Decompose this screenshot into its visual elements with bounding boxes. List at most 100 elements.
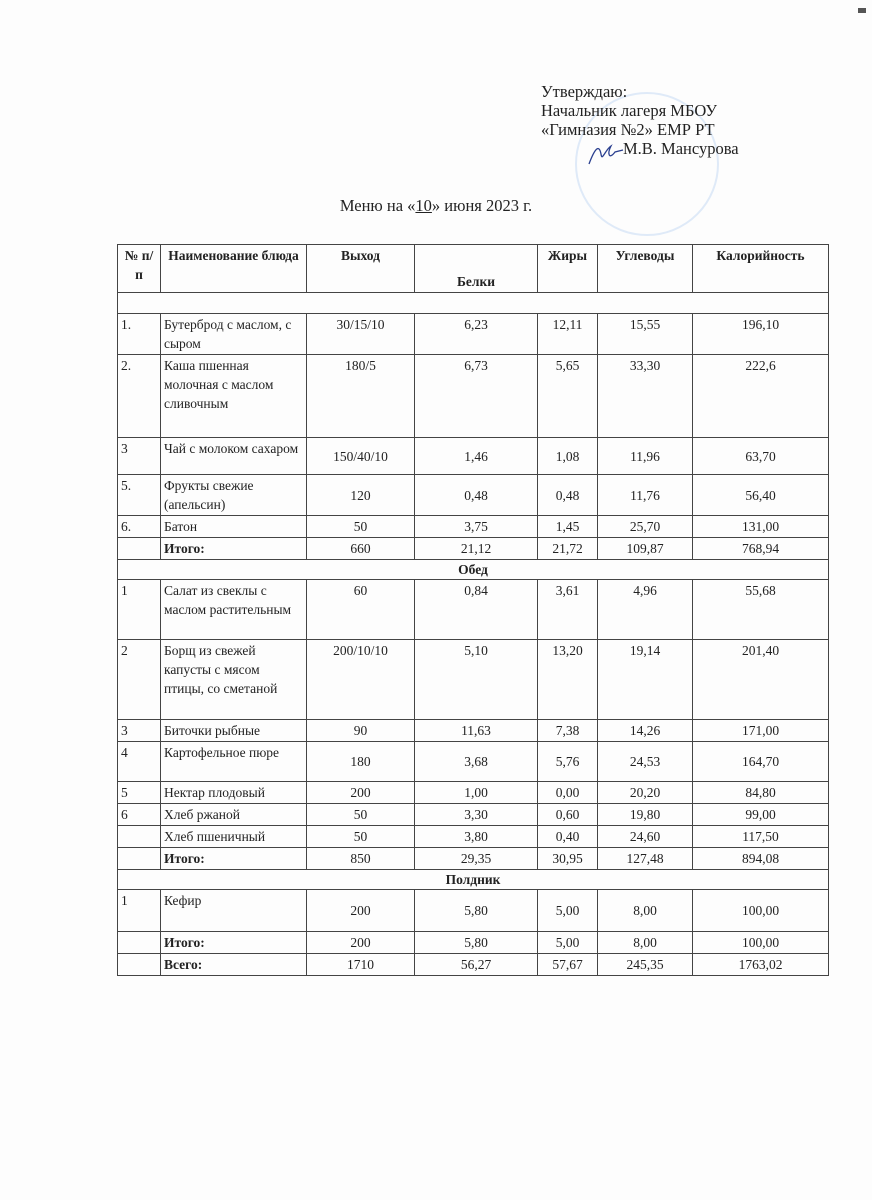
table-row: 3 Чай с молоком сахаром 150/40/10 1,46 1,08 1… bbox=[117, 437, 829, 475]
calories: 222,6 bbox=[692, 354, 829, 438]
carbs: 4,96 bbox=[597, 579, 693, 640]
row-number: 3 bbox=[117, 719, 161, 742]
menu-table: № п/п Наименование блюда Выход Белки Жир… bbox=[117, 244, 829, 976]
carbs: 8,00 bbox=[597, 931, 693, 954]
row-number: 6 bbox=[117, 803, 161, 826]
yield: 180/5 bbox=[306, 354, 415, 438]
row-number: 3 bbox=[117, 437, 161, 475]
proteins: 0,48 bbox=[414, 474, 538, 516]
dish-name: Итого: bbox=[160, 537, 307, 560]
dish-name: Картофельное пюре bbox=[160, 741, 307, 782]
yield: 60 bbox=[306, 579, 415, 640]
carbs: 20,20 bbox=[597, 781, 693, 804]
dish-name: Биточки рыбные bbox=[160, 719, 307, 742]
carbs: 19,14 bbox=[597, 639, 693, 720]
yield: 30/15/10 bbox=[306, 313, 415, 355]
scan-mark bbox=[858, 8, 866, 13]
row-number: 6. bbox=[117, 515, 161, 538]
calories: 1763,02 bbox=[692, 953, 829, 976]
fats: 1,45 bbox=[537, 515, 598, 538]
fats: 12,11 bbox=[537, 313, 598, 355]
fats: 7,38 bbox=[537, 719, 598, 742]
fats: 0,60 bbox=[537, 803, 598, 826]
row-number bbox=[117, 847, 161, 870]
yield: 50 bbox=[306, 825, 415, 848]
calories: 63,70 bbox=[692, 437, 829, 475]
title-suffix: » июня 2023 г. bbox=[431, 196, 533, 215]
row-number: 5 bbox=[117, 781, 161, 804]
proteins: 5,80 bbox=[414, 931, 538, 954]
blank-row bbox=[117, 292, 829, 314]
proteins: 5,10 bbox=[414, 639, 538, 720]
approval-organization: «Гимназия №2» ЕМР РТ bbox=[541, 120, 715, 139]
header-proteins: Белки bbox=[414, 244, 538, 293]
approval-block: Утверждаю: Начальник лагеря МБОУ «Гимназ… bbox=[541, 82, 739, 158]
row-number bbox=[117, 953, 161, 976]
yield: 200 bbox=[306, 781, 415, 804]
calories: 171,00 bbox=[692, 719, 829, 742]
dish-name: Хлеб ржаной bbox=[160, 803, 307, 826]
carbs: 245,35 bbox=[597, 953, 693, 976]
dish-name: Хлеб пшеничный bbox=[160, 825, 307, 848]
carbs: 11,76 bbox=[597, 474, 693, 516]
carbs: 33,30 bbox=[597, 354, 693, 438]
carbs: 127,48 bbox=[597, 847, 693, 870]
row-number: 1 bbox=[117, 579, 161, 640]
proteins: 6,23 bbox=[414, 313, 538, 355]
row-number bbox=[117, 825, 161, 848]
yield: 150/40/10 bbox=[306, 437, 415, 475]
yield: 50 bbox=[306, 515, 415, 538]
table-row: Хлеб пшеничный 50 3,80 0,40 24,60 117,50 bbox=[117, 825, 829, 848]
proteins: 1,00 bbox=[414, 781, 538, 804]
carbs: 8,00 bbox=[597, 889, 693, 932]
carbs: 14,26 bbox=[597, 719, 693, 742]
proteins: 3,75 bbox=[414, 515, 538, 538]
carbs: 11,96 bbox=[597, 437, 693, 475]
yield: 200 bbox=[306, 931, 415, 954]
title-prefix: Меню на « bbox=[339, 196, 416, 215]
yield: 660 bbox=[306, 537, 415, 560]
dish-name: Фрукты свежие (апельсин) bbox=[160, 474, 307, 516]
dish-name: Бутерброд с маслом, с сыром bbox=[160, 313, 307, 355]
header-carbs: Углеводы bbox=[597, 244, 693, 293]
section-title: Полдник bbox=[117, 869, 829, 890]
fats: 0,48 bbox=[537, 474, 598, 516]
table-row: 4 Картофельное пюре 180 3,68 5,76 24,53 164,70 bbox=[117, 741, 829, 782]
dish-name: Борщ из свежей капусты с мясом птицы, со… bbox=[160, 639, 307, 720]
table-row: 1 Кефир 200 5,80 5,00 8,00 100,00 bbox=[117, 889, 829, 932]
yield: 200 bbox=[306, 889, 415, 932]
row-number bbox=[117, 537, 161, 560]
calories: 100,00 bbox=[692, 889, 829, 932]
section-row: Полдник bbox=[117, 869, 829, 890]
table-row: 6 Хлеб ржаной 50 3,30 0,60 19,80 99,00 bbox=[117, 803, 829, 826]
dish-name: Салат из свеклы с маслом растительным bbox=[160, 579, 307, 640]
table-row: 6. Батон 50 3,75 1,45 25,70 131,00 bbox=[117, 515, 829, 538]
page-title: Меню на «10» июня 2023 г. bbox=[0, 196, 872, 216]
table-row: 2. Каша пшенная молочная с маслом сливочн… bbox=[117, 354, 829, 438]
proteins: 5,80 bbox=[414, 889, 538, 932]
table-row: 1 Салат из свеклы с маслом растительным 60… bbox=[117, 579, 829, 640]
calories: 164,70 bbox=[692, 741, 829, 782]
proteins: 3,30 bbox=[414, 803, 538, 826]
yield: 120 bbox=[306, 474, 415, 516]
blank-cell bbox=[117, 292, 829, 314]
proteins: 21,12 bbox=[414, 537, 538, 560]
carbs: 19,80 bbox=[597, 803, 693, 826]
calories: 201,40 bbox=[692, 639, 829, 720]
fats: 57,67 bbox=[537, 953, 598, 976]
table-row: 5. Фрукты свежие (апельсин) 120 0,48 0,48 11,… bbox=[117, 474, 829, 516]
approval-position: Начальник лагеря МБОУ bbox=[541, 101, 718, 120]
dish-name: Каша пшенная молочная с маслом сливочным bbox=[160, 354, 307, 438]
table-header-row: № п/п Наименование блюда Выход Белки Жир… bbox=[117, 244, 829, 293]
table-row: 3 Биточки рыбные 90 11,63 7,38 14,26 171,00 bbox=[117, 719, 829, 742]
proteins: 3,68 bbox=[414, 741, 538, 782]
table-row: 1. Бутерброд с маслом, с сыром 30/15/10 6,2… bbox=[117, 313, 829, 355]
yield: 850 bbox=[306, 847, 415, 870]
dish-name: Итого: bbox=[160, 847, 307, 870]
calories: 99,00 bbox=[692, 803, 829, 826]
signature-icon bbox=[588, 144, 624, 165]
header-dish-name: Наименование блюда bbox=[160, 244, 307, 293]
row-number: 4 bbox=[117, 741, 161, 782]
table-row: 2 Борщ из свежей капусты с мясом птицы, с… bbox=[117, 639, 829, 720]
fats: 5,00 bbox=[537, 931, 598, 954]
